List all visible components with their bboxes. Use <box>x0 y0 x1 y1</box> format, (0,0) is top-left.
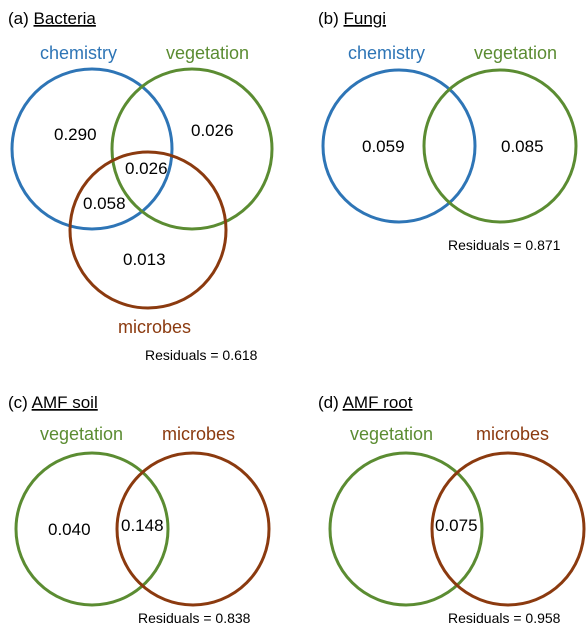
panel-b-vegetation-label: vegetation <box>474 43 557 63</box>
panel-b-chemistry-label: chemistry <box>348 43 425 63</box>
panel-d-shared-value: 0.075 <box>435 516 478 535</box>
panel-d-letter: (d) <box>318 393 339 412</box>
panel-c-microbes-label: microbes <box>162 424 235 444</box>
panel-a-chemistry-only-value: 0.290 <box>54 125 97 144</box>
panel-a-residuals: Residuals = 0.618 <box>145 347 258 363</box>
panel-c-name: AMF soil <box>32 393 98 412</box>
panel-d-residuals: Residuals = 0.958 <box>448 610 561 626</box>
panel-a-title: (a) Bacteria <box>8 9 96 28</box>
panel-a-chemistry-circle <box>10 67 174 231</box>
panel-c-amf-soil: (c) AMF soil vegetation microbes 0.040 0… <box>8 393 271 626</box>
panel-a-vegetation-label: vegetation <box>166 43 249 63</box>
panel-b-name: Fungi <box>344 9 387 28</box>
panel-c-letter: (c) <box>8 393 28 412</box>
panel-d-microbes-circle <box>430 451 586 607</box>
panel-b-chemistry-only-value: 0.059 <box>362 137 405 156</box>
panel-c-vegetation-label: vegetation <box>40 424 123 444</box>
panel-a-letter: (a) <box>8 9 29 28</box>
panel-d-vegetation-circle <box>328 451 484 607</box>
panel-a-vegetation-circle <box>110 67 274 231</box>
panel-d-vegetation-label: vegetation <box>350 424 433 444</box>
panel-b-vegetation-only-value: 0.085 <box>501 137 544 156</box>
panel-a-name: Bacteria <box>34 9 97 28</box>
panel-a-microbes-only-value: 0.013 <box>123 250 166 269</box>
panel-d-title: (d) AMF root <box>318 393 413 412</box>
panel-a-bacteria: (a) Bacteria chemistry vegetation microb… <box>8 9 274 363</box>
panel-a-all-three-value: 0.026 <box>125 159 168 178</box>
panel-c-vegetation-circle <box>14 451 170 607</box>
panel-b-residuals: Residuals = 0.871 <box>448 237 561 253</box>
panel-c-microbes-circle <box>115 451 271 607</box>
panel-d-name: AMF root <box>343 393 413 412</box>
panel-b-title: (b) Fungi <box>318 9 386 28</box>
panel-a-chemistry-microbes-value: 0.058 <box>83 194 126 213</box>
panel-c-residuals: Residuals = 0.838 <box>138 610 251 626</box>
panel-b-vegetation-circle <box>422 68 578 224</box>
panel-d-amf-root: (d) AMF root vegetation microbes 0.075 R… <box>318 393 586 626</box>
panel-b-chemistry-circle <box>321 68 477 224</box>
panel-a-vegetation-only-value: 0.026 <box>191 121 234 140</box>
panel-a-microbes-label: microbes <box>118 317 191 337</box>
panel-c-title: (c) AMF soil <box>8 393 98 412</box>
panel-c-shared-value: 0.148 <box>121 516 164 535</box>
panel-b-letter: (b) <box>318 9 339 28</box>
panel-c-vegetation-only-value: 0.040 <box>48 520 91 539</box>
panel-a-microbes-circle <box>68 150 228 310</box>
panel-a-chemistry-label: chemistry <box>40 43 117 63</box>
panel-d-microbes-label: microbes <box>476 424 549 444</box>
panel-b-fungi: (b) Fungi chemistry vegetation 0.059 0.0… <box>318 9 578 253</box>
